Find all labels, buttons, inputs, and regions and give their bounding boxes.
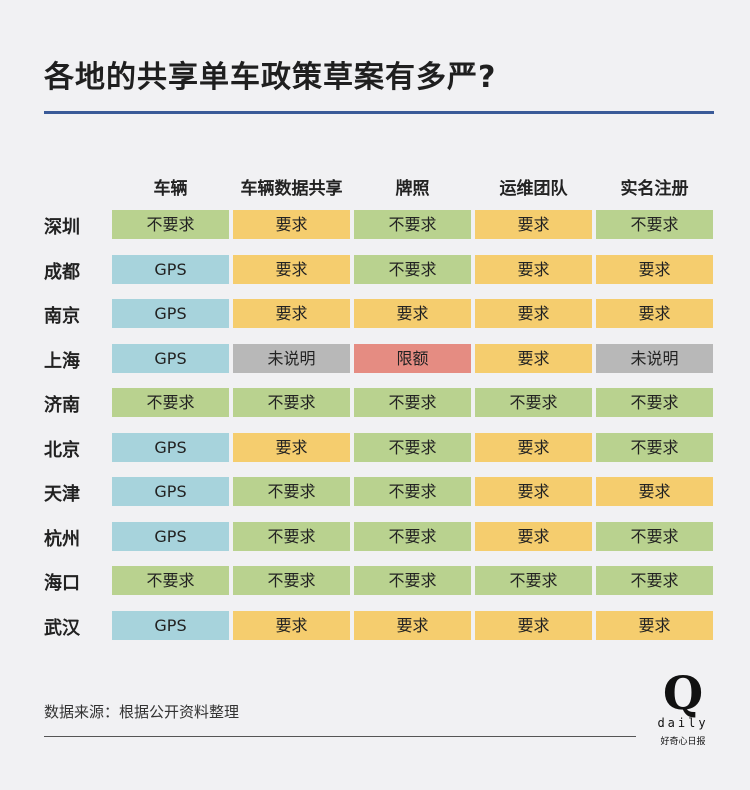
bottom-divider	[44, 736, 636, 737]
column-header: 运维团队	[499, 179, 568, 199]
table-cell: 要求	[354, 299, 471, 328]
table-cell: 限额	[354, 343, 471, 373]
row-label-city: 武汉	[44, 617, 80, 639]
table-cell: 不要求	[112, 210, 229, 239]
table-cell: 要求	[233, 210, 350, 239]
table-cell: 不要求	[233, 566, 350, 595]
column-header: 车辆	[153, 179, 188, 199]
table-cell: GPS	[112, 432, 229, 462]
table-cell: 要求	[475, 477, 592, 506]
row-label-city: 济南	[44, 395, 80, 416]
column-header: 牌照	[395, 179, 430, 199]
table-cell: 不要求	[596, 432, 713, 462]
table-cell: 要求	[475, 610, 592, 640]
table-cell: 不要求	[596, 388, 713, 417]
table-cell: 不要求	[233, 388, 350, 417]
table-cell: 要求	[475, 254, 592, 284]
table-cell: 要求	[596, 299, 713, 328]
table-cell: GPS	[112, 254, 229, 284]
table-cell: GPS	[112, 610, 229, 640]
row-label-city: 南京	[44, 306, 80, 327]
row-label-city: 杭州	[44, 528, 80, 550]
table-cell: 要求	[475, 299, 592, 328]
column-header: 车辆数据共享	[240, 179, 343, 199]
table-cell: 不要求	[354, 432, 471, 462]
table-cell: 不要求	[112, 388, 229, 417]
table-cell: 不要求	[596, 210, 713, 239]
table-cell: 未说明	[596, 343, 713, 373]
table-cell: 不要求	[475, 388, 592, 417]
row-label-city: 天津	[44, 484, 80, 505]
row-label-city: 海口	[44, 573, 80, 594]
table-cell: 要求	[233, 610, 350, 640]
table-cell: 不要求	[354, 254, 471, 284]
table-cell: 未说明	[233, 343, 350, 373]
table-cell: 不要求	[475, 566, 592, 595]
table-cell: 要求	[596, 477, 713, 506]
logo-wordmark: daily	[657, 716, 709, 730]
table-cell: 不要求	[233, 477, 350, 506]
table-cell: 要求	[475, 521, 592, 551]
chart-title: 各地的共享单车政策草案有多严?	[44, 60, 497, 95]
table-cell: GPS	[112, 299, 229, 328]
table-cell: 要求	[475, 210, 592, 239]
table-cell: 不要求	[354, 566, 471, 595]
table-cell: 不要求	[596, 566, 713, 595]
column-header: 实名注册	[620, 179, 689, 199]
table-cell: 要求	[596, 610, 713, 640]
table-cell: GPS	[112, 477, 229, 506]
table-cell: GPS	[112, 521, 229, 551]
table-cell: 要求	[233, 299, 350, 328]
table-cell: 不要求	[354, 210, 471, 239]
title-divider	[44, 111, 714, 114]
table-cell: 要求	[596, 254, 713, 284]
row-label-city: 成都	[44, 261, 80, 283]
table-cell: 不要求	[354, 477, 471, 506]
source-note: 数据来源：根据公开资料整理	[44, 703, 240, 721]
table-cell: GPS	[112, 343, 229, 373]
table-cell: 要求	[475, 343, 592, 373]
table-cell: 不要求	[233, 521, 350, 551]
table-cell: 要求	[233, 254, 350, 284]
row-label-city: 北京	[44, 439, 80, 461]
table-cell: 要求	[475, 432, 592, 462]
table-cell: 不要求	[112, 566, 229, 595]
table-cell: 要求	[233, 432, 350, 462]
logo-q-mark: Q	[662, 666, 704, 720]
logo-chinese-name: 好奇心日报	[660, 737, 706, 747]
qdaily-logo: Q daily 好奇心日报	[648, 668, 718, 760]
row-label-city: 上海	[44, 350, 80, 372]
table-cell: 不要求	[354, 388, 471, 417]
table-cell: 不要求	[596, 521, 713, 551]
table-cell: 不要求	[354, 521, 471, 551]
row-label-city: 深圳	[44, 217, 80, 238]
table-cell: 要求	[354, 610, 471, 640]
